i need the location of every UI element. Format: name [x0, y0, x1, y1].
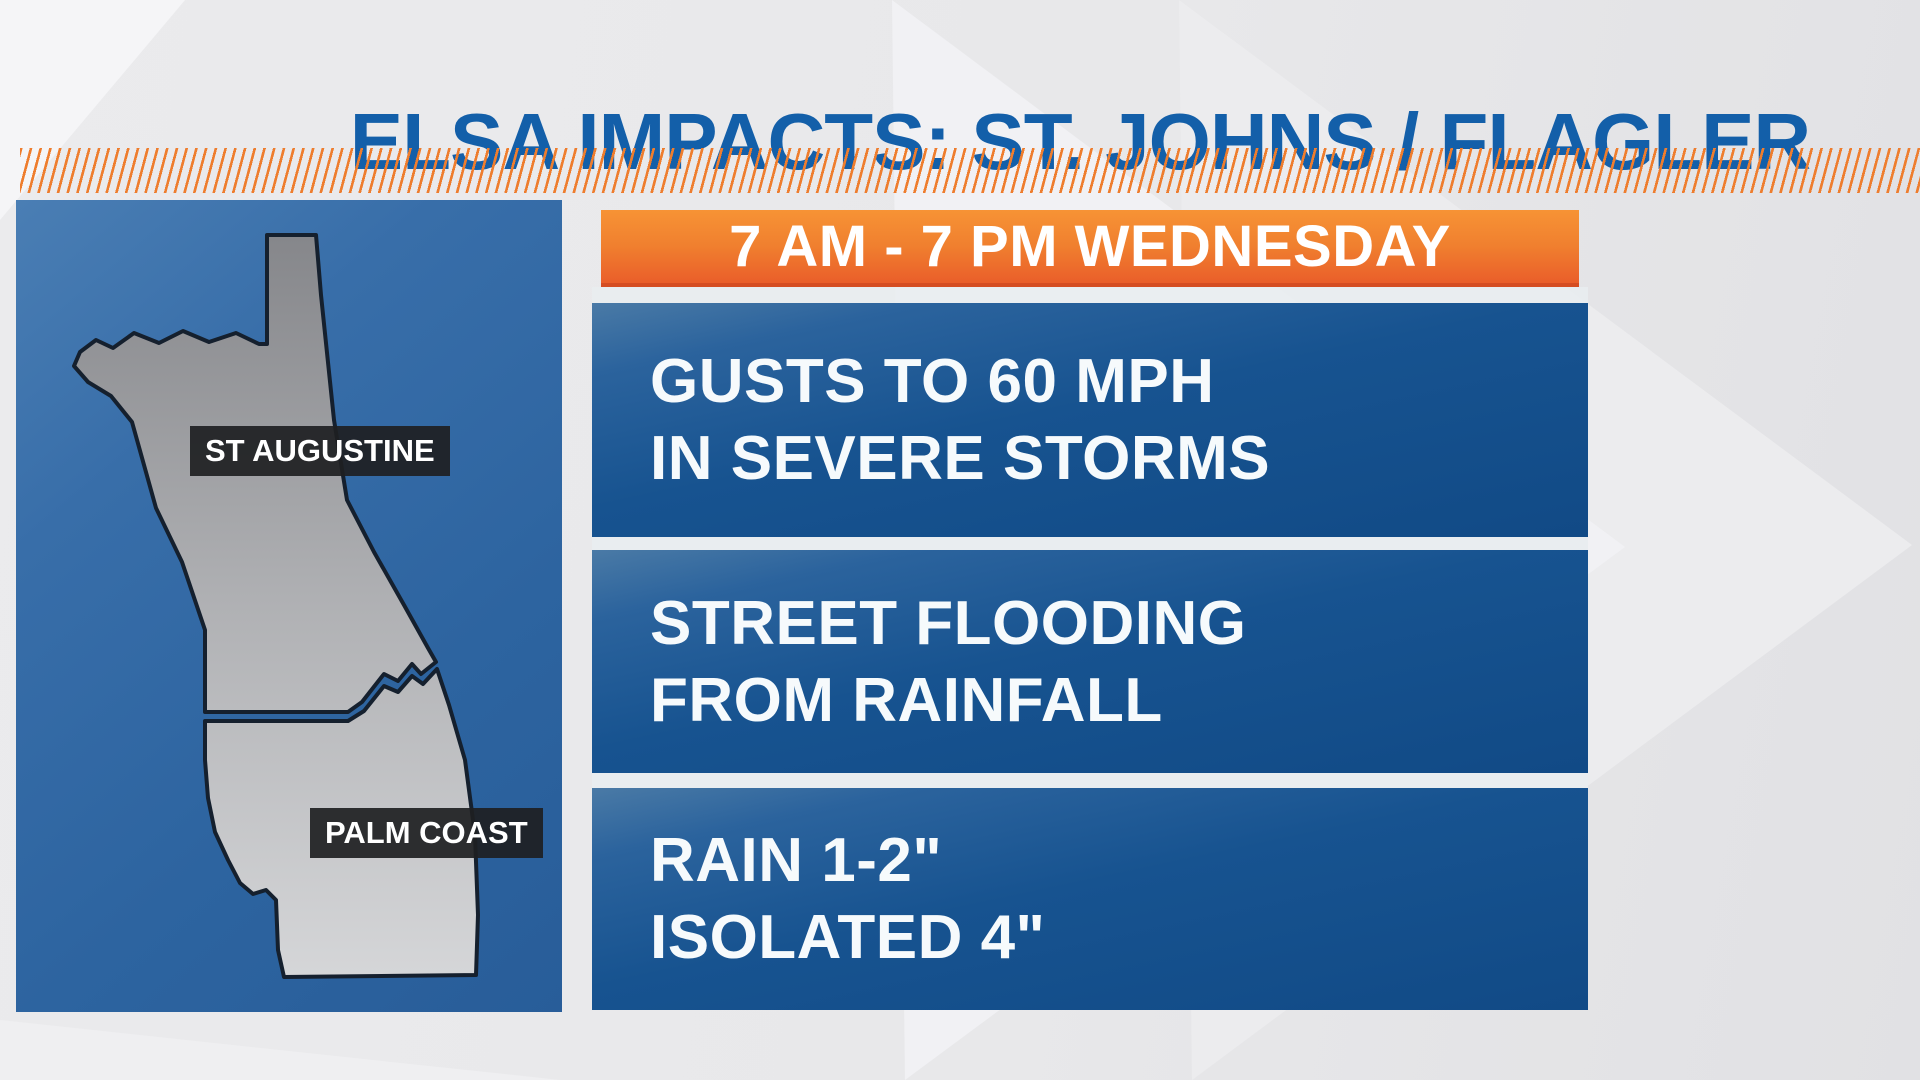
impact-text-line: IN SEVERE STORMS: [650, 424, 1271, 493]
map-label-st-augustine: ST AUGUSTINE: [190, 426, 450, 476]
impact-text-line: STREET FLOODING: [650, 588, 1247, 658]
divider: [592, 287, 1588, 303]
stripe-divider: [20, 148, 1920, 193]
county-map-panel: ST AUGUSTINE PALM COAST: [16, 200, 562, 1012]
county-map: [72, 233, 480, 979]
map-label-palm-coast: PALM COAST: [310, 808, 543, 858]
time-banner: 7 AM - 7 PM WEDNESDAY: [601, 210, 1579, 287]
divider: [592, 773, 1588, 788]
impact-text-line: ISOLATED 4": [650, 903, 1046, 972]
impact-panel-rain: RAIN 1-2" ISOLATED 4": [592, 788, 1588, 1010]
divider: [592, 537, 1588, 550]
impact-text-line: RAIN 1-2": [650, 826, 943, 895]
impact-panel-flooding: STREET FLOODING FROM RAINFALL: [592, 550, 1588, 773]
impact-text-line: GUSTS TO 60 MPH: [650, 347, 1215, 416]
impact-info-column: 7 AM - 7 PM WEDNESDAY GUSTS TO 60 MPH IN…: [592, 210, 1588, 1010]
impact-panel-wind: GUSTS TO 60 MPH IN SEVERE STORMS: [592, 303, 1588, 537]
impact-text-line: FROM RAINFALL: [650, 665, 1163, 735]
